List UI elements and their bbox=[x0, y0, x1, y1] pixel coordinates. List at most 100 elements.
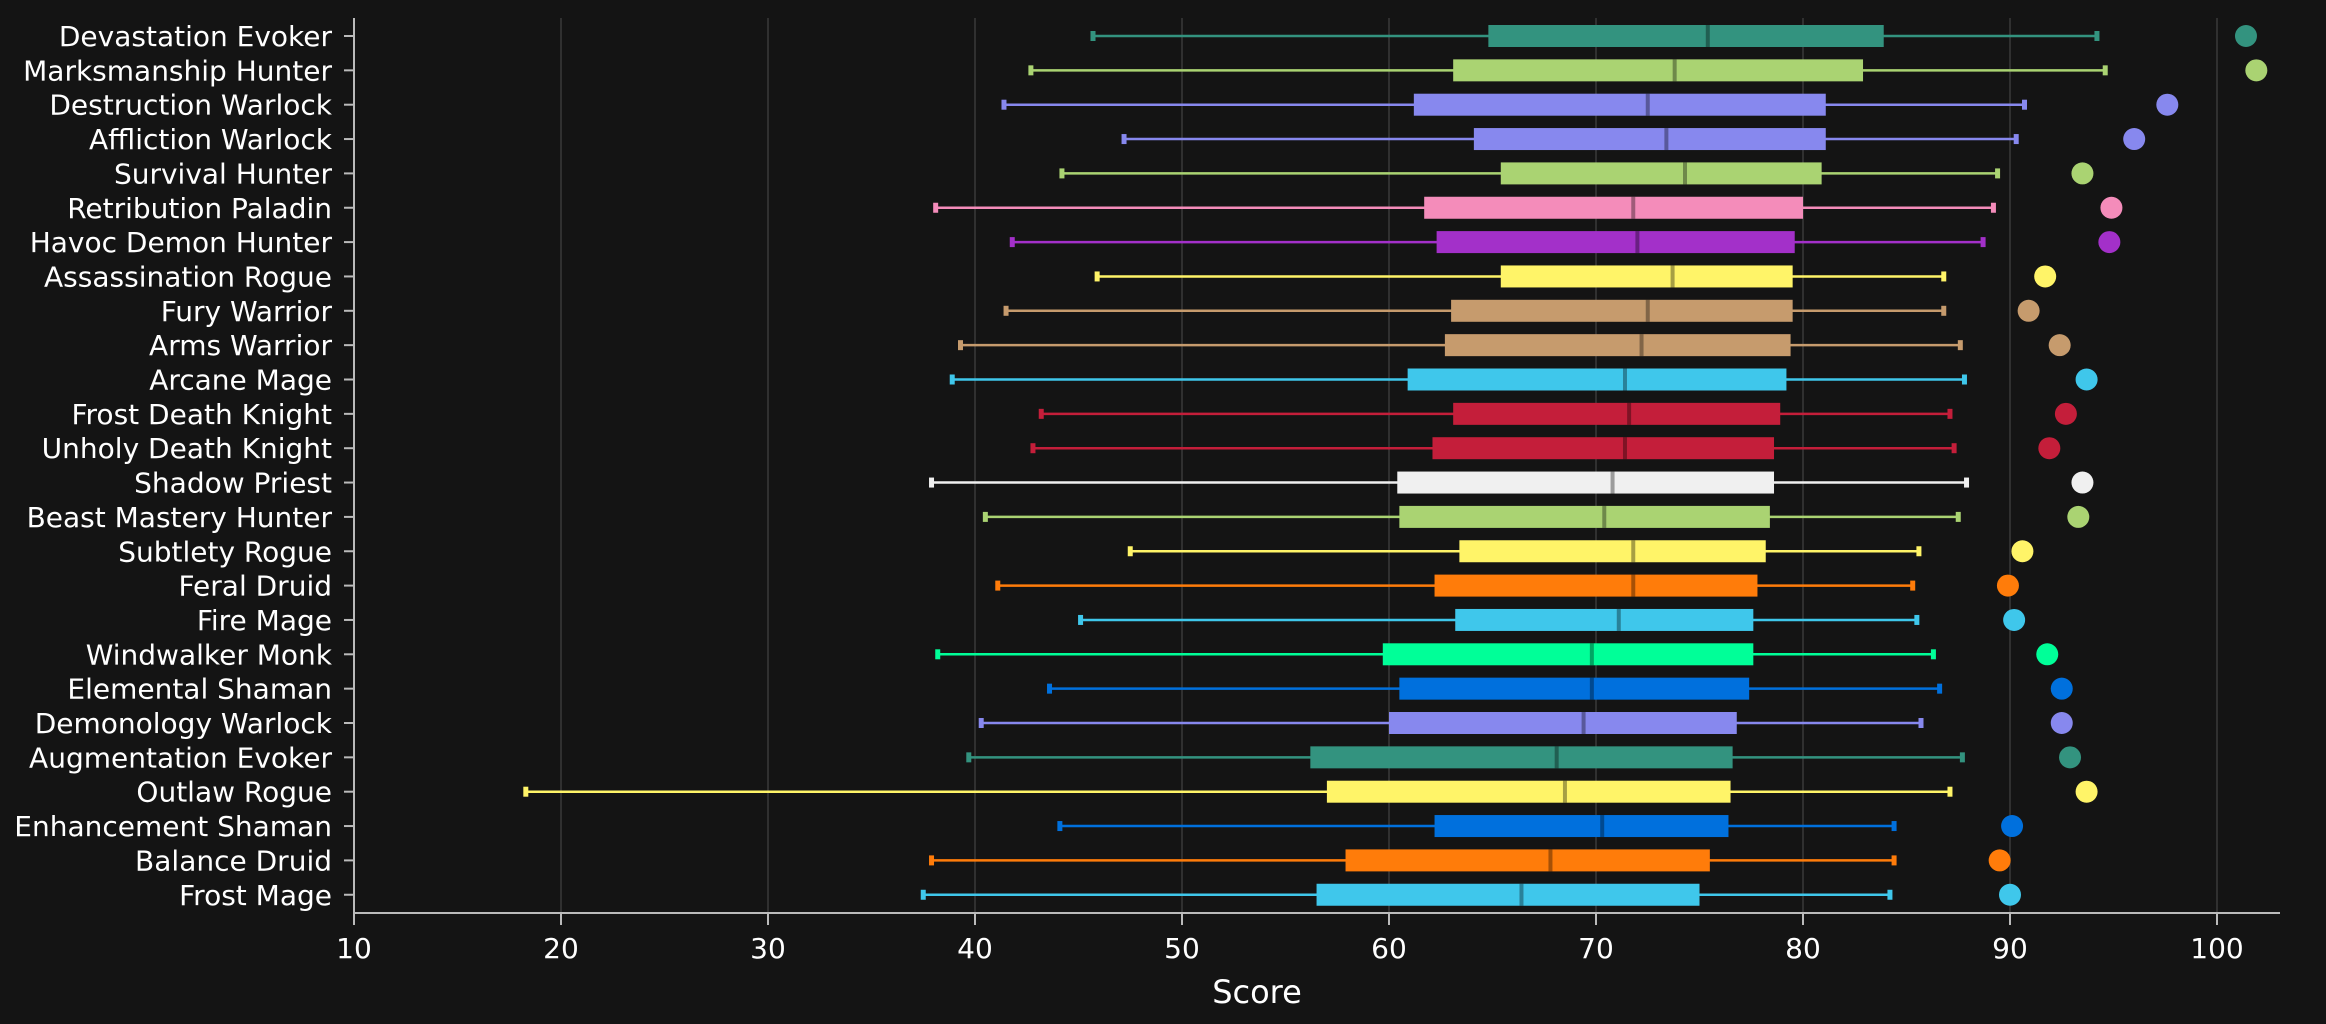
box-series-8 bbox=[1003, 299, 2040, 322]
outlier-point bbox=[2156, 93, 2179, 116]
boxplot-series bbox=[523, 25, 2268, 906]
box bbox=[1432, 437, 1775, 460]
box bbox=[1413, 93, 1826, 116]
category-label: Beast Mastery Hunter bbox=[27, 501, 333, 534]
box bbox=[1399, 505, 1770, 528]
box-series-14 bbox=[982, 505, 2090, 528]
box bbox=[1316, 883, 1700, 906]
category-label: Arcane Mage bbox=[149, 364, 332, 397]
outlier-point bbox=[2050, 712, 2073, 734]
x-tick-label: 70 bbox=[1578, 932, 1614, 965]
outlier-point bbox=[2075, 780, 2098, 803]
box bbox=[1444, 334, 1791, 357]
outlier-point bbox=[2034, 265, 2057, 288]
outlier-point bbox=[2003, 608, 2026, 631]
outlier-point bbox=[2245, 59, 2268, 82]
box-series-12 bbox=[1030, 437, 2061, 460]
x-tick-label: 30 bbox=[750, 932, 786, 965]
box-series-19 bbox=[1047, 677, 2073, 700]
category-label: Frost Mage bbox=[179, 879, 332, 912]
box-series-17 bbox=[1078, 608, 2026, 631]
box bbox=[1459, 540, 1766, 563]
box-series-10 bbox=[949, 368, 2098, 391]
box-series-23 bbox=[1057, 815, 2024, 838]
box-series-9 bbox=[958, 334, 2071, 357]
box-series-2 bbox=[1001, 93, 2179, 116]
category-label: Havoc Demon Hunter bbox=[30, 226, 333, 259]
box-series-5 bbox=[933, 196, 2123, 219]
box bbox=[1407, 368, 1787, 391]
box bbox=[1473, 128, 1826, 151]
box-series-15 bbox=[1127, 540, 2034, 563]
x-tick-label: 40 bbox=[957, 932, 993, 965]
x-tick-label: 90 bbox=[1992, 932, 2028, 965]
category-label: Survival Hunter bbox=[114, 157, 333, 190]
category-label: Shadow Priest bbox=[134, 467, 332, 500]
box bbox=[1434, 574, 1758, 597]
box-series-13 bbox=[929, 471, 2094, 494]
box-series-21 bbox=[966, 746, 2082, 769]
box bbox=[1397, 471, 1775, 494]
box bbox=[1453, 59, 1864, 82]
x-tick-label: 50 bbox=[1164, 932, 1200, 965]
category-label: Retribution Paladin bbox=[67, 192, 332, 225]
outlier-point bbox=[2001, 815, 2024, 838]
category-label: Affliction Warlock bbox=[89, 123, 333, 156]
outlier-point bbox=[2123, 128, 2146, 151]
outlier-point bbox=[2059, 746, 2082, 769]
category-label: Outlaw Rogue bbox=[136, 776, 332, 809]
outlier-point bbox=[2071, 471, 2094, 494]
outlier-point bbox=[2017, 299, 2040, 322]
box-series-7 bbox=[1094, 265, 2057, 288]
outlier-point bbox=[1988, 849, 2011, 872]
box bbox=[1310, 746, 1733, 769]
category-label: Demonology Warlock bbox=[35, 707, 333, 740]
category-label: Arms Warrior bbox=[149, 329, 332, 362]
x-axis-title: Score bbox=[1212, 973, 1302, 1011]
category-label: Feral Druid bbox=[178, 570, 332, 603]
box-series-24 bbox=[929, 849, 2011, 872]
box bbox=[1451, 299, 1793, 322]
outlier-point bbox=[2067, 505, 2090, 528]
category-label: Windwalker Monk bbox=[86, 638, 333, 671]
axes: 10 20 30 40 50 60 70 80 90 100 bbox=[336, 18, 2280, 965]
x-tick-label: 100 bbox=[2190, 932, 2243, 965]
category-label: Balance Druid bbox=[135, 844, 332, 877]
box-series-11 bbox=[1038, 402, 2077, 425]
box bbox=[1345, 849, 1710, 872]
box bbox=[1389, 712, 1737, 734]
outlier-point bbox=[2050, 677, 2073, 700]
category-label: Frost Death Knight bbox=[71, 398, 332, 431]
category-label: Destruction Warlock bbox=[49, 89, 332, 122]
box-series-25 bbox=[920, 883, 2021, 906]
box bbox=[1399, 677, 1750, 700]
box bbox=[1424, 196, 1803, 219]
box-series-16 bbox=[995, 574, 2019, 597]
outlier-point bbox=[1996, 574, 2019, 597]
outlier-point bbox=[2054, 402, 2077, 425]
outlier-point bbox=[2075, 368, 2098, 391]
box bbox=[1326, 780, 1731, 803]
box bbox=[1453, 402, 1781, 425]
category-label: Devastation Evoker bbox=[59, 20, 333, 53]
box-series-18 bbox=[935, 643, 2059, 666]
outlier-point bbox=[2036, 643, 2059, 666]
category-label: Elemental Shaman bbox=[67, 673, 332, 706]
category-label: Fire Mage bbox=[197, 604, 332, 637]
outlier-point bbox=[2234, 25, 2257, 47]
category-label: Unholy Death Knight bbox=[42, 432, 332, 465]
outlier-point bbox=[2098, 231, 2121, 254]
box bbox=[1434, 815, 1729, 838]
x-tick-label: 60 bbox=[1371, 932, 1407, 965]
box-series-1 bbox=[1028, 59, 2268, 82]
box bbox=[1455, 608, 1754, 631]
category-label: Augmentation Evoker bbox=[29, 741, 332, 774]
x-tick-label: 20 bbox=[543, 932, 579, 965]
box-series-4 bbox=[1059, 162, 2094, 185]
box bbox=[1500, 162, 1822, 185]
box-series-20 bbox=[978, 712, 2073, 734]
category-label: Fury Warrior bbox=[161, 295, 333, 328]
outlier-point bbox=[2071, 162, 2094, 185]
